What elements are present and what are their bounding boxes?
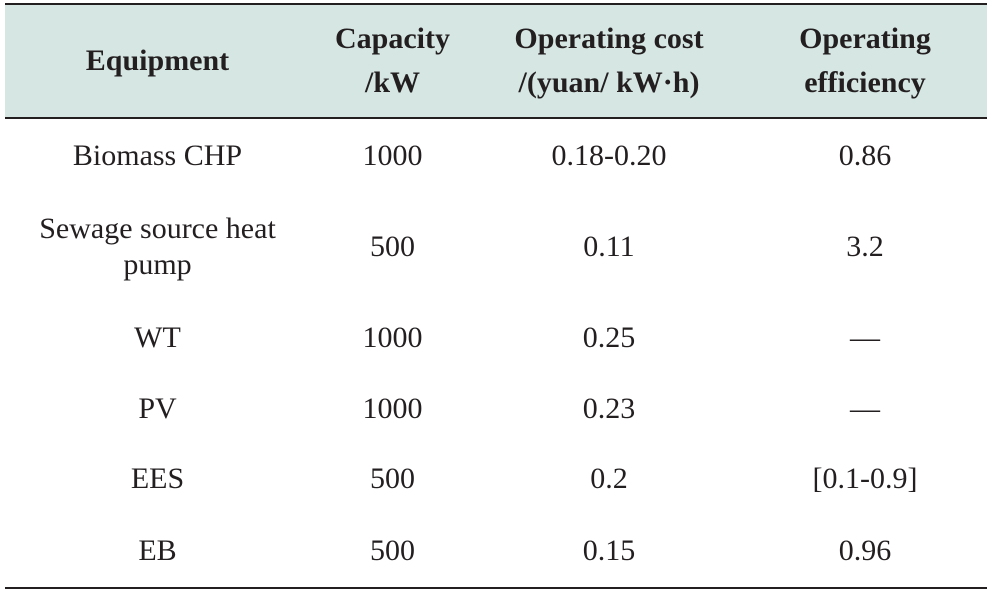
cell-capacity: 500 bbox=[370, 230, 415, 263]
cell-cost: 0.15 bbox=[582, 533, 636, 567]
header-efficiency-line-1: Operating bbox=[799, 22, 931, 55]
equipment-name-line-2: pump bbox=[123, 248, 192, 281]
cell-equipment: Sewage source heat pump bbox=[5, 192, 310, 302]
equipment-name: EB bbox=[138, 533, 177, 567]
cell-capacity: 1000 bbox=[362, 321, 423, 354]
cell-cost: 0.25 bbox=[582, 321, 636, 354]
header-operating-cost: Operating cost /(yuan/ kW·h) bbox=[475, 4, 743, 118]
cell-equipment: EB bbox=[5, 514, 310, 588]
cell-equipment: Biomass CHP bbox=[5, 118, 310, 192]
table-row: EES 500 0.2 [0.1-0.9] bbox=[5, 444, 987, 514]
cell-capacity: 1000 bbox=[362, 392, 423, 425]
header-equipment: Equipment bbox=[5, 4, 310, 118]
cell-cost: 0.23 bbox=[582, 392, 636, 425]
cell-efficiency: — bbox=[850, 392, 880, 425]
header-capacity-line-1: Capacity bbox=[335, 22, 450, 55]
header-cost-line-1: Operating cost bbox=[514, 22, 704, 55]
table-row: Biomass CHP 1000 0.18-0.20 0.86 bbox=[5, 118, 987, 192]
header-efficiency-line-2: efficiency bbox=[804, 66, 926, 99]
cell-cost: 0.2 bbox=[590, 462, 628, 495]
cell-efficiency: 0.96 bbox=[838, 533, 892, 567]
header-cost-line-2: /(yuan/ kW·h) bbox=[518, 66, 700, 99]
table-body: Biomass CHP 1000 0.18-0.20 0.86 Sewage s… bbox=[5, 118, 987, 588]
header-equipment-line-1: Equipment bbox=[85, 44, 230, 77]
cell-cost: 0.11 bbox=[583, 230, 635, 263]
cell-efficiency: [0.1-0.9] bbox=[812, 462, 918, 495]
table-row: PV 1000 0.23 — bbox=[5, 374, 987, 444]
header-capacity-line-2: /kW bbox=[364, 66, 421, 99]
equipment-name-line-1: Sewage source heat bbox=[39, 212, 276, 245]
cell-equipment: PV bbox=[5, 374, 310, 444]
table-header: Equipment Capacity /kW Operating cost /(… bbox=[5, 4, 987, 118]
equipment-name: EES bbox=[130, 462, 185, 495]
cell-efficiency: 3.2 bbox=[846, 230, 884, 263]
table-row: EB 500 0.15 0.96 bbox=[5, 514, 987, 588]
header-operating-efficiency: Operating efficiency bbox=[743, 4, 987, 118]
header-capacity: Capacity /kW bbox=[310, 4, 475, 118]
cell-equipment: WT bbox=[5, 302, 310, 374]
header-row: Equipment Capacity /kW Operating cost /(… bbox=[5, 4, 987, 118]
equipment-name: PV bbox=[138, 392, 177, 425]
cell-capacity: 1000 bbox=[362, 138, 423, 172]
table-row: Sewage source heat pump 500 0.11 3.2 bbox=[5, 192, 987, 302]
equipment-name: WT bbox=[134, 321, 181, 354]
equipment-table-container: Equipment Capacity /kW Operating cost /(… bbox=[5, 3, 987, 589]
cell-efficiency: 0.86 bbox=[838, 138, 892, 172]
equipment-parameters-table: Equipment Capacity /kW Operating cost /(… bbox=[5, 3, 987, 589]
table-row: WT 1000 0.25 — bbox=[5, 302, 987, 374]
cell-efficiency: — bbox=[850, 321, 880, 354]
cell-cost: 0.18-0.20 bbox=[551, 138, 667, 172]
cell-equipment: EES bbox=[5, 444, 310, 514]
cell-capacity: 500 bbox=[370, 533, 415, 567]
cell-capacity: 500 bbox=[370, 462, 415, 495]
equipment-name: Biomass CHP bbox=[72, 138, 243, 172]
